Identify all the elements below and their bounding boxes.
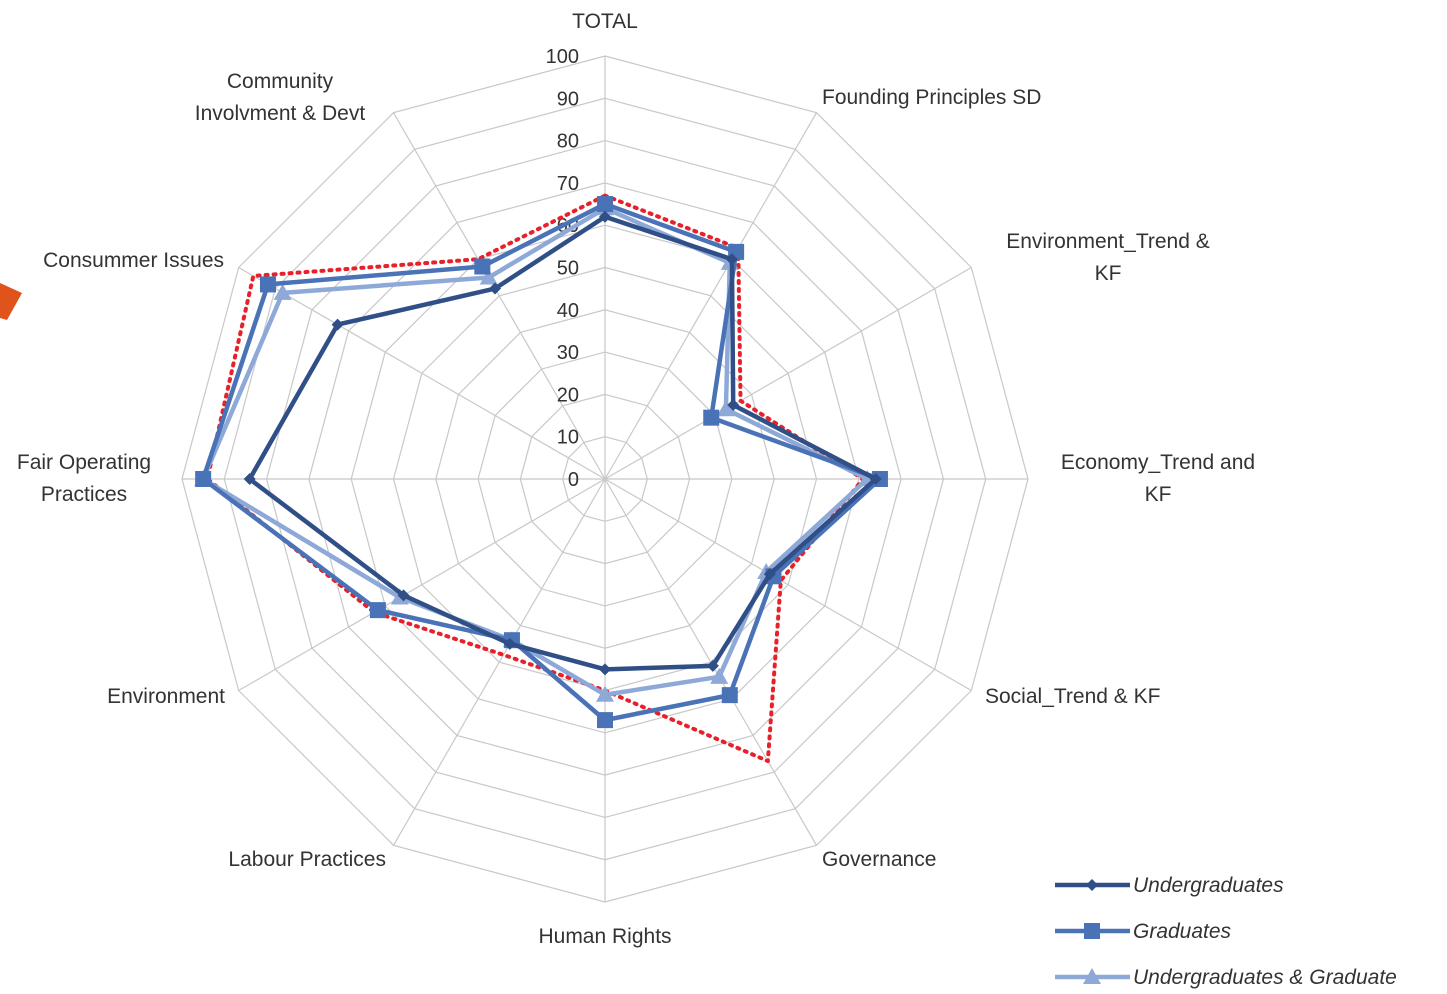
- series-1-point-5: [721, 687, 738, 704]
- series-2-point-10: [273, 283, 292, 300]
- tick-label-90: 90: [557, 88, 579, 110]
- legend-label-1: Graduates: [1133, 920, 1232, 943]
- grid-spoke-8: [238, 478, 606, 692]
- tick-label-40: 40: [557, 300, 579, 322]
- series-1-point-8: [369, 602, 386, 619]
- series-0-point-0: [599, 210, 611, 223]
- grid-spoke-1: [604, 112, 818, 480]
- tick-label-30: 30: [557, 342, 579, 364]
- axis-label-4: Social_Trend & KF: [985, 685, 1160, 708]
- tick-label-10: 10: [557, 427, 579, 449]
- axis-label-2: Environment_Trend & KF: [1006, 230, 1210, 285]
- tick-label-100: 100: [546, 46, 579, 68]
- series-2-point-5: [710, 667, 729, 684]
- grid-spoke-11: [392, 112, 606, 480]
- axis-label-0: TOTAL: [572, 10, 638, 33]
- series-0-point-9: [243, 473, 256, 485]
- tick-label-50: 50: [557, 258, 579, 280]
- series-0-point-3: [869, 473, 882, 485]
- axis-label-5: Governance: [822, 848, 936, 871]
- legend-marker-1: [1084, 923, 1100, 939]
- series-2: [194, 199, 877, 702]
- series-2-point-6: [596, 685, 614, 702]
- series-0-point-7: [503, 637, 516, 650]
- grid-spoke-7: [392, 478, 606, 846]
- legend-label-2: Undergraduates & Graduate: [1133, 966, 1397, 989]
- axis-label-9: Fair Operating Practices: [17, 451, 151, 506]
- axis-label-8: Environment: [107, 685, 225, 708]
- grid-spoke-2: [604, 266, 972, 480]
- series-0-point-5: [706, 659, 719, 672]
- series-line-1: [200, 201, 883, 723]
- grid-spoke-4: [604, 478, 972, 692]
- series-0-point-8: [397, 589, 410, 602]
- legend-marker-2: [1083, 968, 1101, 984]
- series-0-point-6: [599, 663, 611, 676]
- axis-labels: TOTAL Founding Principles SD Environment_T…: [17, 10, 1255, 948]
- axis-label-10: Consummer Issues: [43, 249, 224, 272]
- series-0-point-1: [725, 253, 738, 266]
- series-layer: [194, 193, 888, 764]
- tick-label-70: 70: [557, 173, 579, 195]
- axis-label-11: Community Involvment & Devt: [195, 70, 366, 125]
- axis-label-3: Economy_Trend and KF: [1061, 451, 1255, 506]
- series-1-point-9: [195, 471, 212, 487]
- legend: Undergraduates Graduates Undergraduates & …: [1055, 874, 1397, 989]
- legend-marker-0: [1086, 879, 1098, 891]
- tick-label-0: 0: [568, 469, 579, 491]
- series-2-point-2: [716, 400, 735, 417]
- radar-grid: [181, 55, 1029, 903]
- series-1-point-6: [597, 712, 613, 729]
- corner-arrow-decoration: [0, 283, 22, 320]
- series-0-point-10: [331, 318, 344, 331]
- series-1-point-2: [703, 409, 720, 426]
- series-1-point-11: [474, 258, 491, 275]
- series-1-point-0: [597, 196, 613, 213]
- grid-spoke-10: [238, 266, 606, 480]
- legend-label-0: Undergraduates: [1133, 874, 1284, 897]
- series-0: [243, 210, 882, 676]
- series-1-point-10: [259, 276, 276, 293]
- axis-label-1: Founding Principles SD: [822, 86, 1041, 109]
- series-0-point-11: [489, 282, 502, 295]
- tick-label-80: 80: [557, 131, 579, 153]
- axis-label-7: Labour Practices: [228, 848, 386, 871]
- series-0-point-4: [763, 568, 776, 581]
- series-2-point-11: [479, 268, 498, 285]
- series-0-point-2: [727, 398, 740, 411]
- series-1: [195, 196, 888, 729]
- tick-label-20: 20: [557, 384, 579, 406]
- axis-label-6: Human Rights: [538, 925, 671, 948]
